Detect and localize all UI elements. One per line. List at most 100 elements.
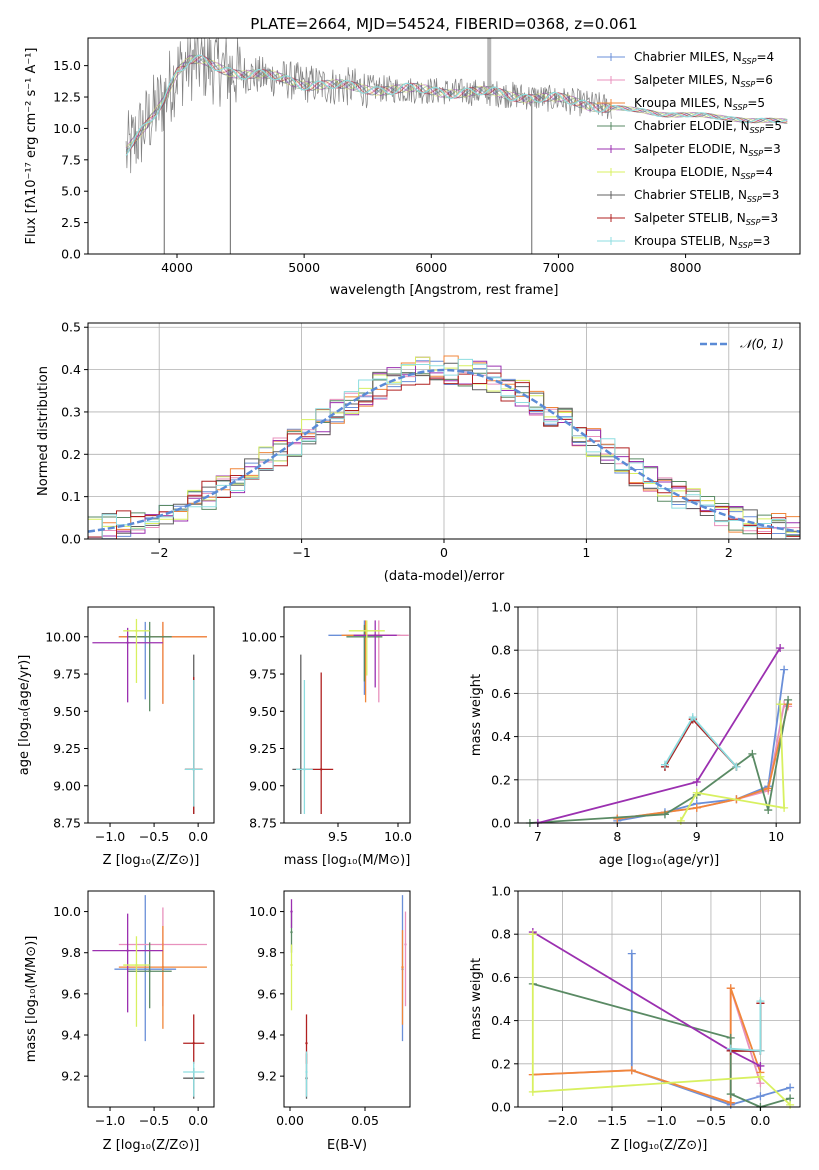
weight-vs-metallicity-data bbox=[528, 928, 795, 1111]
residual-xlabel: (data-model)/error bbox=[384, 569, 505, 584]
data-point bbox=[135, 629, 138, 633]
mass-weight-marker bbox=[688, 713, 697, 722]
spectrum-title: PLATE=2664, MJD=54524, FIBERID=0368, z=0… bbox=[250, 15, 637, 33]
data-point bbox=[135, 963, 138, 967]
mass-weight-marker bbox=[627, 949, 636, 958]
y-tick-label: 12.5 bbox=[53, 90, 81, 105]
data-point bbox=[305, 1070, 308, 1074]
data-point bbox=[290, 963, 293, 967]
mass-vs-metallicity-frame bbox=[87, 890, 215, 1108]
mass-weight-marker bbox=[726, 1033, 735, 1042]
mass-weight-marker bbox=[726, 1044, 735, 1053]
data-point bbox=[126, 641, 129, 644]
age-vs-metallicity-ylabel: age [log₁₀(age/yr)] bbox=[17, 655, 32, 776]
y-tick-label: 9.75 bbox=[53, 667, 81, 682]
mass-weight-marker bbox=[627, 1066, 636, 1075]
data-point bbox=[148, 970, 151, 973]
y-tick-label: 0.0 bbox=[61, 532, 81, 547]
mass-weight-marker bbox=[756, 1092, 765, 1101]
y-tick-label: 0.2 bbox=[491, 772, 511, 787]
age-vs-metallicity-ticks: −1.0 −0.5 0.0 8.75 9.00 9.25 9.50 9.75 10.00 bbox=[45, 629, 208, 844]
y-tick-label: 10.0 bbox=[53, 904, 81, 919]
age-vs-metallicity-xlabel: Z [log₁₀(Z/Z⊙)] bbox=[103, 853, 200, 868]
y-tick-label: 9.50 bbox=[249, 704, 277, 719]
y-tick-label: 9.4 bbox=[257, 1028, 277, 1043]
mass-weight-line bbox=[531, 934, 791, 1106]
y-tick-label: 0.1 bbox=[61, 489, 81, 504]
spectrum-masked-region bbox=[487, 38, 492, 98]
x-tick-label: 0.05 bbox=[351, 1113, 379, 1128]
y-tick-label: 0.8 bbox=[491, 643, 511, 658]
y-tick-label: 9.8 bbox=[257, 945, 277, 960]
mass-weight-marker bbox=[726, 1090, 735, 1099]
legend-label: Chabrier ELODIE, NSSP=5 bbox=[634, 119, 782, 135]
weight-vs-age-panel: 7 8 9 10 0.0 0.2 0.4 0.6 0.8 1.0 age [log₁₀(age/y… bbox=[469, 600, 801, 868]
x-tick-label: −1.0 bbox=[646, 1113, 676, 1128]
y-tick-label: 9.00 bbox=[53, 778, 81, 793]
data-point bbox=[290, 930, 293, 934]
weight-vs-metallicity-xlabel: Z [log₁₀(Z/Z⊙)] bbox=[611, 1138, 708, 1153]
mass-weight-line bbox=[680, 704, 786, 822]
mass-vs-metallicity-panel: −1.0 −0.5 0.0 9.2 9.4 9.6 9.8 10.0 Z [log₁₀(Z/Z… bbox=[24, 890, 215, 1153]
x-tick-label: −1 bbox=[292, 545, 310, 560]
age-vs-mass-panel: 9.5 10.0 8.75 9.00 9.25 9.50 9.75 10.00 mass [l… bbox=[241, 606, 412, 868]
spectrum-data-layer bbox=[125, 37, 788, 254]
x-tick-label: −0.5 bbox=[139, 1113, 169, 1128]
weight-vs-metallicity-panel: −2.0 −1.5 −1.0 −0.5 0.0 0.0 0.2 0.4 0.6 0.8 1.0 Z … bbox=[469, 884, 801, 1153]
y-tick-label: 0.8 bbox=[491, 927, 511, 942]
x-tick-label: 6000 bbox=[415, 260, 447, 275]
mass-weight-marker bbox=[786, 1083, 795, 1092]
spectrum-ylabel: Flux [fλ10⁻¹⁷ erg cm⁻² s⁻¹ A⁻¹] bbox=[24, 48, 39, 245]
mass-weight-marker bbox=[784, 695, 793, 704]
residual-panel: −2 −1 0 1 2 0.0 0.1 0.2 0.3 0.4 0.5 (data-model)/e… bbox=[36, 320, 801, 584]
mass-weight-marker bbox=[780, 803, 789, 812]
legend-label: Kroupa STELIB, NSSP=3 bbox=[634, 234, 770, 250]
y-tick-label: 0.2 bbox=[61, 447, 81, 462]
mass-weight-marker bbox=[748, 749, 757, 758]
y-tick-label: 9.25 bbox=[53, 741, 81, 756]
y-tick-label: 0.3 bbox=[61, 404, 81, 419]
mass-weight-marker bbox=[776, 700, 785, 709]
data-point bbox=[148, 635, 151, 638]
model-fit-line bbox=[125, 55, 788, 155]
spectrum-xlabel: wavelength [Angstrom, rest frame] bbox=[330, 283, 559, 298]
x-tick-label: 0.00 bbox=[276, 1113, 304, 1128]
mass-vs-extinction-ticks: 0.00 0.05 9.2 9.4 9.6 9.8 10.0 bbox=[249, 904, 379, 1128]
x-tick-label: 9 bbox=[693, 829, 701, 844]
age-vs-metallicity-data bbox=[92, 618, 207, 815]
y-tick-label: 10.00 bbox=[45, 629, 81, 644]
x-tick-label: 0.0 bbox=[750, 1113, 770, 1128]
y-tick-label: 2.5 bbox=[61, 215, 81, 230]
y-tick-label: 9.50 bbox=[53, 704, 81, 719]
y-tick-label: 0.4 bbox=[61, 362, 81, 377]
data-point bbox=[192, 1070, 195, 1074]
model-fit-line bbox=[125, 54, 788, 149]
weight-vs-metallicity-frame bbox=[517, 890, 801, 1108]
mass-weight-marker bbox=[756, 1046, 765, 1055]
observed-spectrum-line bbox=[125, 37, 612, 174]
mass-weight-marker bbox=[786, 1100, 795, 1109]
weight-vs-age-frame bbox=[517, 606, 801, 824]
y-tick-label: 0.2 bbox=[491, 1056, 511, 1071]
mass-vs-metallicity-ylabel: mass [log₁₀(M/M⊙)] bbox=[24, 936, 39, 1063]
mass-weight-marker bbox=[726, 984, 735, 993]
data-point bbox=[305, 1042, 308, 1045]
y-tick-label: 9.6 bbox=[257, 986, 277, 1001]
y-tick-label: 15.0 bbox=[53, 58, 81, 73]
data-point bbox=[363, 635, 366, 638]
y-tick-label: 10.0 bbox=[53, 121, 81, 136]
y-tick-label: 9.8 bbox=[61, 945, 81, 960]
data-point bbox=[290, 910, 293, 913]
x-tick-label: −1.5 bbox=[597, 1113, 627, 1128]
y-tick-label: 0.4 bbox=[491, 1013, 511, 1028]
age-vs-mass-frame bbox=[283, 606, 411, 824]
normal-distribution-curve bbox=[87, 368, 801, 533]
mass-weight-marker bbox=[726, 1098, 735, 1107]
legend-label: Salpeter MILES, NSSP=6 bbox=[634, 73, 773, 89]
residual-data-layer bbox=[87, 355, 801, 540]
legend-label: Salpeter STELIB, NSSP=3 bbox=[634, 211, 778, 227]
mass-weight-marker bbox=[692, 803, 701, 812]
data-point bbox=[365, 629, 368, 633]
y-tick-label: 10.0 bbox=[249, 904, 277, 919]
